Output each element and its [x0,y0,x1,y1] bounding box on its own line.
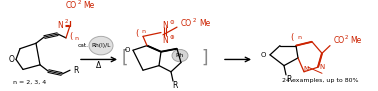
Text: ]: ] [202,49,208,67]
Text: (: ( [290,33,294,42]
Text: Rh(I)/L: Rh(I)/L [91,43,111,48]
Text: n: n [74,36,78,41]
Text: R: R [73,66,79,75]
Text: Rh: Rh [176,53,184,58]
Text: Me: Me [199,19,210,28]
Text: ⊖: ⊖ [170,20,174,25]
Text: N: N [162,21,168,30]
Text: 2: 2 [77,0,81,5]
Text: 2: 2 [64,19,68,24]
Text: R: R [286,75,292,84]
Text: n: n [297,35,301,40]
Text: (: ( [70,32,73,41]
Text: CO: CO [181,19,192,28]
Circle shape [172,49,188,62]
Text: O: O [260,52,266,58]
Text: Me: Me [83,1,94,10]
Text: O: O [124,47,130,53]
Text: [: [ [122,49,128,67]
Text: (: ( [135,29,139,38]
Text: N: N [319,64,325,70]
Text: N: N [162,36,168,46]
Text: R: R [172,81,178,90]
Text: 2: 2 [192,18,196,23]
Text: CO: CO [334,36,345,46]
Text: n = 2, 3, 4: n = 2, 3, 4 [13,80,46,85]
Text: ⊕: ⊕ [170,35,174,40]
Text: O: O [9,55,15,64]
Text: N: N [57,21,63,30]
Text: 24 examples, up to 80%: 24 examples, up to 80% [282,79,358,84]
Text: Δ: Δ [96,61,102,70]
Text: n: n [141,29,145,34]
Circle shape [89,36,113,55]
Text: 2: 2 [344,35,348,40]
Text: N: N [304,66,308,72]
Text: Me: Me [350,36,361,46]
Text: CO: CO [66,1,77,10]
Text: cat.: cat. [78,43,89,48]
